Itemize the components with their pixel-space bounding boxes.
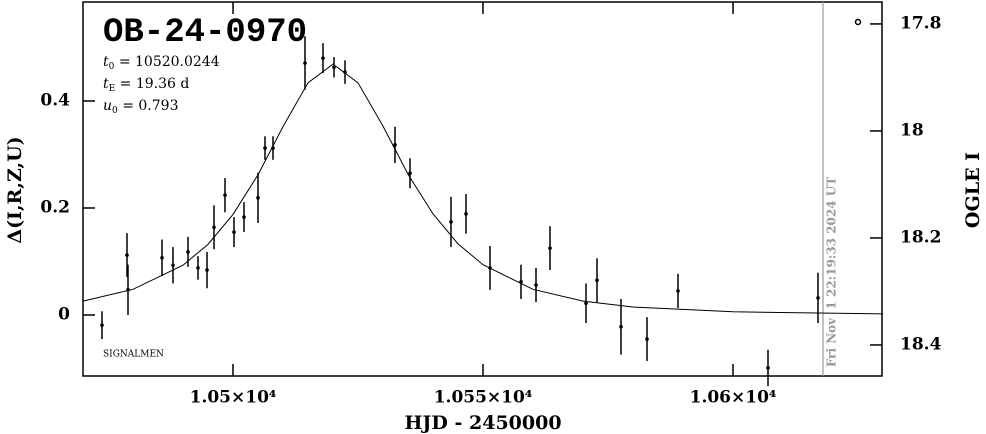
credit: SIGNALMEN (103, 350, 164, 360)
parameter: tE = 19.36 d (103, 76, 189, 94)
data-point (125, 253, 129, 257)
data-point (242, 215, 246, 219)
y-tick-label: 0.4 (40, 90, 70, 110)
marker-icon (854, 18, 862, 26)
data-point (196, 266, 200, 270)
data-point (595, 278, 599, 283)
data-point (534, 283, 538, 287)
data-point (816, 296, 820, 300)
data-point (263, 146, 267, 150)
y2-axis-label: OGLE I (962, 152, 984, 228)
data-point (464, 212, 468, 216)
y-tick-label: 0 (58, 305, 70, 325)
y-tick-label: 0.2 (40, 197, 70, 217)
y2-tick-label: 18 (900, 120, 924, 140)
data-point (449, 220, 453, 224)
parameter-value: = 10520.0244 (114, 54, 219, 70)
parameter-symbol: t (103, 54, 109, 70)
parameter-value: = 0.793 (118, 98, 179, 114)
x-axis-label: HJD - 2450000 (404, 412, 561, 434)
model-curve (82, 63, 884, 315)
data-point (223, 193, 227, 197)
data-point (205, 268, 209, 272)
parameter: u0 = 0.793 (103, 98, 178, 116)
x-tick-label: 1.06×10⁴ (690, 388, 777, 408)
parameter-value: = 19.36 d (115, 76, 189, 92)
data-point (171, 263, 175, 268)
parameter-subscript: 0 (109, 62, 115, 72)
data-point (321, 56, 325, 60)
y-axis-label: Δ(I,R,Z,U) (4, 136, 26, 243)
data-point (393, 143, 397, 147)
y2-tick-label: 17.8 (900, 13, 941, 33)
data-point (232, 230, 236, 234)
data-point (160, 255, 164, 260)
timestamp: Fri Nov 1 22:19:33 2024 UT (825, 177, 839, 367)
data-point (548, 246, 552, 250)
data-point (186, 250, 190, 254)
parameter-symbol: t (103, 76, 109, 92)
data-point (332, 65, 336, 70)
data-point (271, 146, 275, 150)
chart-title: OB-24-0970 (103, 14, 307, 52)
data-point (766, 366, 770, 370)
y2-tick-label: 18.4 (900, 334, 942, 354)
data-point (619, 324, 623, 329)
data-point (584, 301, 588, 306)
y2-tick-label: 18.2 (900, 227, 941, 247)
data-point (519, 280, 523, 284)
parameter: t0 = 10520.0244 (103, 54, 220, 72)
x-tick-label: 1.055×10⁴ (434, 388, 533, 408)
x-tick-label: 1.05×10⁴ (190, 388, 277, 408)
data-point (303, 61, 307, 65)
data-point (343, 70, 347, 74)
data-point (488, 266, 492, 270)
data-point (212, 225, 216, 230)
data-point (126, 288, 130, 292)
parameter-symbol: u (103, 98, 112, 114)
data-point (645, 337, 649, 341)
data-point (256, 196, 260, 200)
data-point (100, 323, 104, 327)
data-point (676, 289, 680, 293)
parameter-subscript: 0 (112, 106, 118, 116)
parameter-subscript: E (109, 84, 116, 94)
data-point (408, 171, 412, 176)
